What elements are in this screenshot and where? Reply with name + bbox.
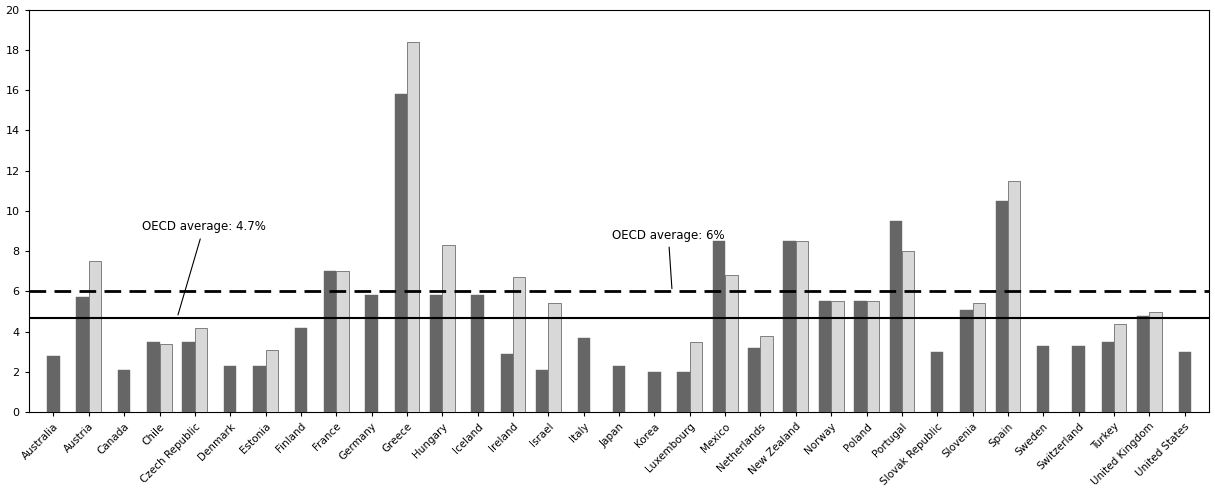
Bar — [748, 348, 761, 412]
Bar — [1114, 323, 1126, 412]
Bar — [690, 342, 702, 412]
Bar — [960, 310, 972, 412]
Bar — [725, 275, 738, 412]
Bar — [266, 350, 278, 412]
Bar — [536, 370, 548, 412]
Bar — [337, 271, 349, 412]
Bar — [47, 356, 60, 412]
Bar — [77, 297, 89, 412]
Bar — [253, 366, 266, 412]
Bar — [501, 354, 513, 412]
Bar — [854, 302, 866, 412]
Bar — [866, 302, 878, 412]
Bar — [972, 304, 985, 412]
Bar — [548, 304, 561, 412]
Bar — [1179, 352, 1191, 412]
Bar — [1149, 312, 1162, 412]
Bar — [678, 372, 690, 412]
Bar — [1137, 316, 1149, 412]
Bar — [796, 241, 808, 412]
Bar — [224, 366, 237, 412]
Bar — [931, 352, 943, 412]
Bar — [147, 342, 159, 412]
Text: OECD average: 4.7%: OECD average: 4.7% — [142, 220, 266, 315]
Bar — [89, 261, 101, 412]
Bar — [1038, 346, 1050, 412]
Bar — [324, 271, 337, 412]
Bar — [366, 295, 378, 412]
Bar — [182, 342, 194, 412]
Bar — [159, 344, 171, 412]
Bar — [902, 251, 914, 412]
Bar — [395, 94, 407, 412]
Bar — [1073, 346, 1085, 412]
Bar — [194, 328, 208, 412]
Bar — [1008, 181, 1021, 412]
Bar — [761, 336, 773, 412]
Bar — [118, 370, 130, 412]
Bar — [831, 302, 843, 412]
Bar — [819, 302, 831, 412]
Bar — [407, 42, 419, 412]
Bar — [995, 201, 1008, 412]
Text: OECD average: 6%: OECD average: 6% — [612, 229, 724, 288]
Bar — [577, 338, 590, 412]
Bar — [442, 245, 454, 412]
Bar — [1102, 342, 1114, 412]
Bar — [513, 278, 525, 412]
Bar — [295, 328, 307, 412]
Bar — [612, 366, 626, 412]
Bar — [649, 372, 661, 412]
Bar — [430, 295, 442, 412]
Bar — [471, 295, 484, 412]
Bar — [713, 241, 725, 412]
Bar — [889, 221, 902, 412]
Bar — [784, 241, 796, 412]
